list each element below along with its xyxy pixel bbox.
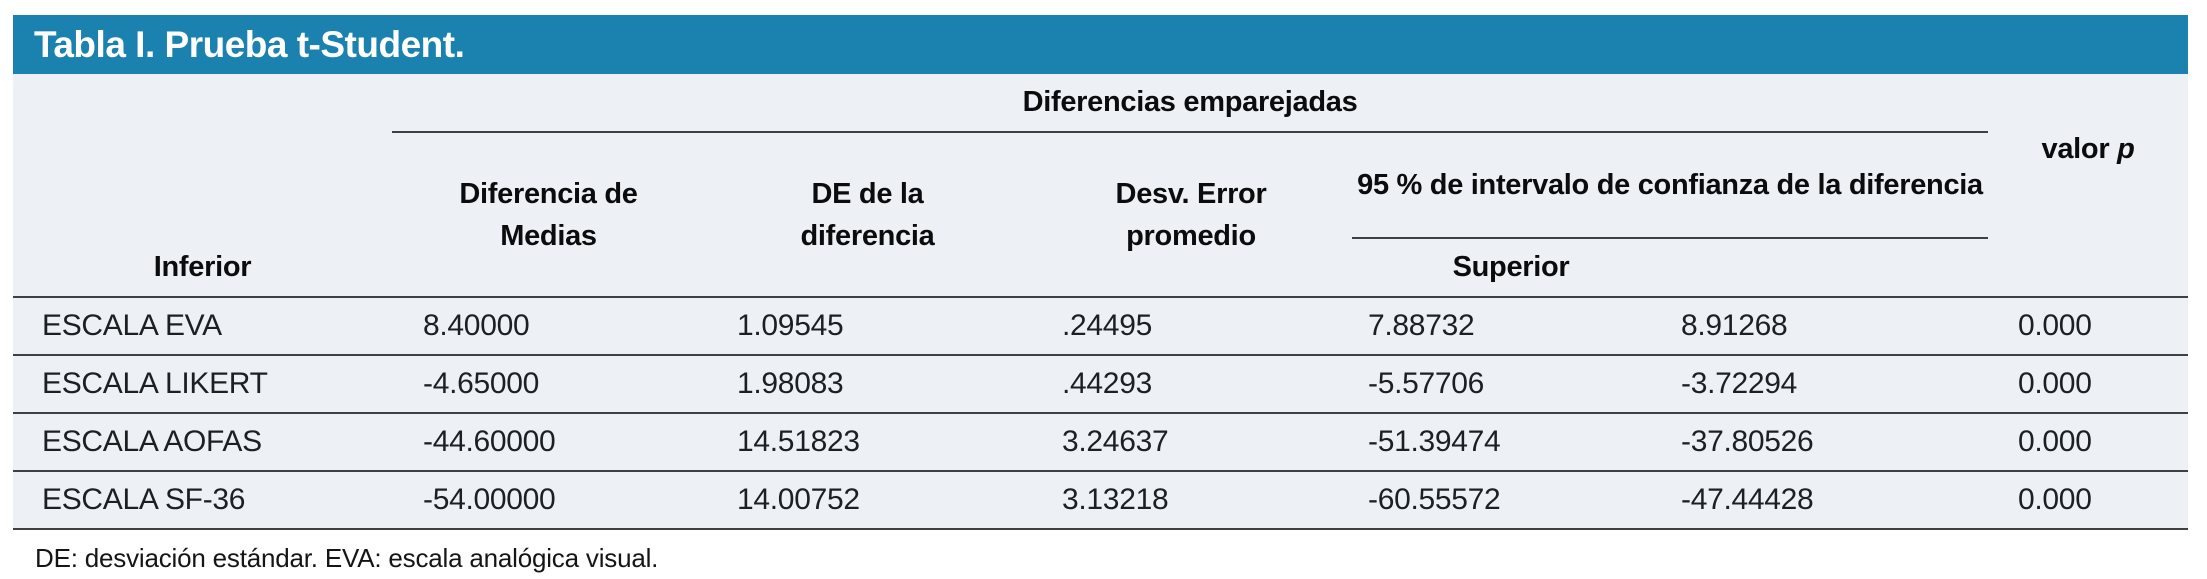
cell-ci-upper: 8.91268 — [1670, 296, 1988, 355]
table-row-escala-sf36: ESCALA SF-36 -54.00000 14.00752 3.13218 … — [13, 470, 2188, 530]
cell-mean-difference: 8.40000 — [392, 296, 705, 355]
cell-ci-upper: -3.72294 — [1670, 354, 1988, 413]
table-title: Tabla I. Prueba t-Student. — [34, 23, 465, 65]
row-label: ESCALA SF-36 — [13, 470, 392, 530]
cell-ci-upper: -47.44428 — [1670, 470, 1988, 530]
cell-sd-difference: 14.00752 — [705, 470, 1030, 530]
cell-std-error-mean: 3.24637 — [1030, 412, 1352, 471]
paired-differences-group-header: Diferencias emparejadas — [392, 74, 1988, 133]
cell-sd-difference: 14.51823 — [705, 412, 1030, 471]
cell-mean-difference: -4.65000 — [392, 354, 705, 413]
table-footnote: DE: desviación estándar. EVA: escala ana… — [35, 543, 659, 573]
cell-p-value: 0.000 — [1988, 354, 2188, 413]
header-corner-cell-right — [1988, 74, 2188, 132]
row-label: ESCALA LIKERT — [13, 354, 392, 413]
cell-p-value: 0.000 — [1988, 412, 2188, 471]
col-header-std-error-mean: Desv. Error promedio — [1115, 177, 1267, 252]
col-header-confidence-interval-group: 95 % de intervalo de confianza de la dif… — [1352, 132, 1988, 239]
header-empty-cell — [13, 132, 392, 238]
t-student-table: Diferencias emparejadas Diferencia de Me… — [13, 74, 2188, 530]
table-header: Diferencias emparejadas Diferencia de Me… — [13, 74, 2188, 297]
cell-ci-lower: -51.39474 — [1352, 412, 1670, 471]
cell-std-error-mean: .24495 — [1030, 296, 1352, 355]
col-header-p-value: valor p — [1988, 132, 2188, 297]
table-figure: Tabla I. Prueba t-Student. Diferencias e… — [13, 15, 2188, 574]
col-header-ci-upper: Superior — [1452, 251, 1570, 283]
header-row-columns: Diferencia de Medias DE de la diferencia… — [13, 132, 2188, 252]
cell-std-error-mean: .44293 — [1030, 354, 1352, 413]
cell-mean-difference: -44.60000 — [392, 412, 705, 471]
cell-ci-lower: -60.55572 — [1352, 470, 1670, 530]
row-label: ESCALA AOFAS — [13, 412, 392, 471]
col-header-mean-difference: Diferencia de Medias — [459, 177, 638, 252]
table-row-escala-eva: ESCALA EVA 8.40000 1.09545 .24495 7.8873… — [13, 296, 2188, 355]
cell-sd-difference: 1.98083 — [705, 354, 1030, 413]
header-corner-cell — [13, 74, 392, 132]
row-label: ESCALA EVA — [13, 296, 392, 355]
cell-p-value: 0.000 — [1988, 470, 2188, 530]
cell-ci-upper: -37.80526 — [1670, 412, 1988, 471]
col-header-ci-lower: Inferior — [153, 250, 252, 283]
table-row-escala-aofas: ESCALA AOFAS -44.60000 14.51823 3.24637 … — [13, 412, 2188, 471]
cell-ci-lower: 7.88732 — [1352, 296, 1670, 355]
p-value-symbol: p — [2117, 133, 2135, 165]
col-header-sd-difference: DE de la diferencia — [800, 177, 935, 252]
cell-p-value: 0.000 — [1988, 296, 2188, 355]
header-row-ci-sub: Inferior Superior — [13, 238, 2188, 297]
cell-mean-difference: -54.00000 — [392, 470, 705, 530]
cell-std-error-mean: 3.13218 — [1030, 470, 1352, 530]
table-title-bar: Tabla I. Prueba t-Student. — [13, 15, 2188, 74]
p-value-label: valor — [2041, 133, 2118, 165]
cell-sd-difference: 1.09545 — [705, 296, 1030, 355]
cell-ci-lower: -5.57706 — [1352, 354, 1670, 413]
table-body: ESCALA EVA 8.40000 1.09545 .24495 7.8873… — [13, 296, 2188, 530]
header-row-group: Diferencias emparejadas — [13, 74, 2188, 133]
table-row-escala-likert: ESCALA LIKERT -4.65000 1.98083 .44293 -5… — [13, 354, 2188, 413]
